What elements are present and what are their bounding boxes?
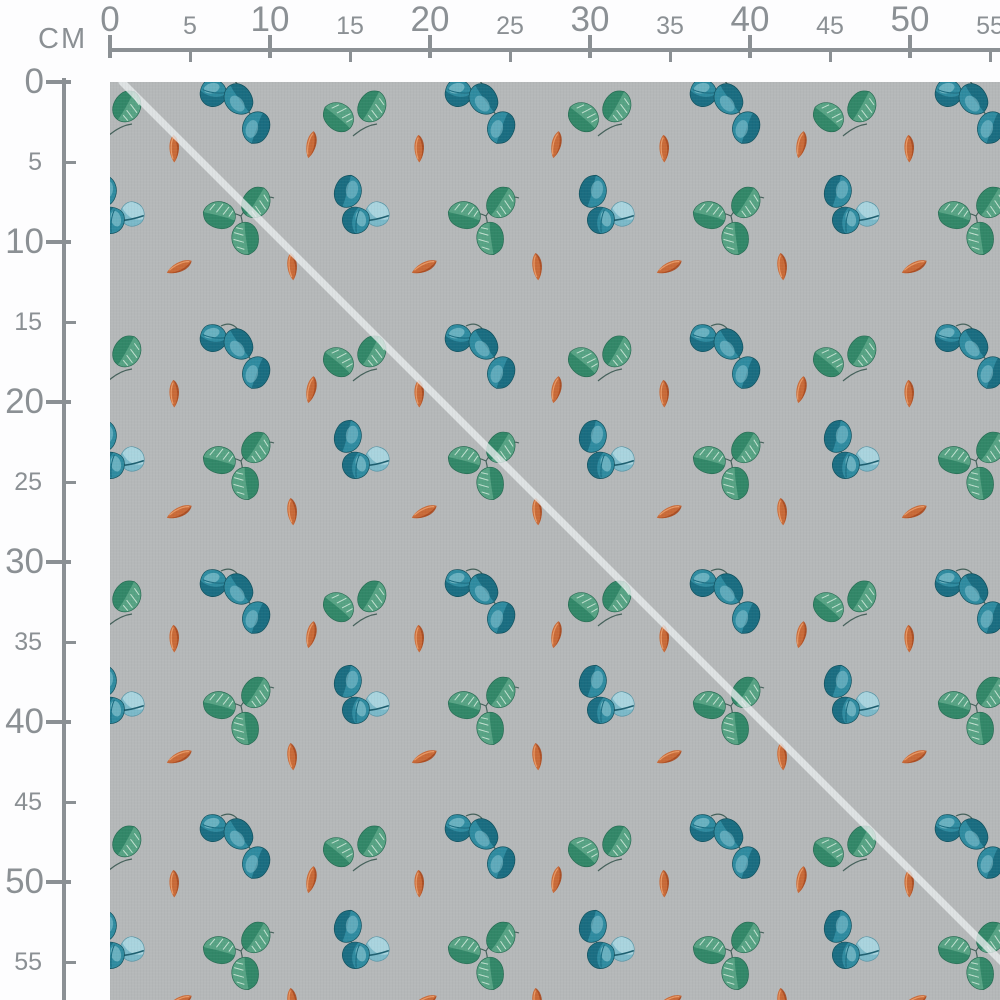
h-ruler-label: 45 — [816, 12, 844, 40]
h-ruler-label: 30 — [570, 0, 610, 39]
h-ruler-label: 5 — [183, 12, 197, 40]
h-ruler-tick-major — [428, 35, 432, 58]
v-ruler-tick-major — [46, 560, 71, 564]
fabric-swatch-surface — [110, 82, 1000, 1000]
v-ruler-label: 30 — [5, 542, 44, 581]
h-ruler-label: 40 — [730, 0, 770, 39]
v-ruler-label: 35 — [14, 628, 42, 656]
h-ruler-label: 25 — [496, 12, 524, 40]
h-ruler-label: 35 — [656, 12, 684, 40]
v-ruler-tick-major — [46, 880, 71, 884]
h-ruler-label: 20 — [410, 0, 450, 39]
v-ruler-label: 10 — [5, 222, 44, 261]
fabric-swatch — [110, 82, 1000, 1000]
vertical-ruler-line — [62, 78, 66, 1000]
v-ruler-label: 25 — [14, 468, 42, 496]
v-ruler-label: 5 — [28, 148, 42, 176]
h-ruler-tick-major — [748, 35, 752, 58]
ruler-unit-label: CM — [38, 23, 88, 55]
v-ruler-label: 55 — [14, 948, 42, 976]
h-ruler-label: 55 — [976, 12, 1000, 40]
h-ruler-label: 50 — [890, 0, 930, 39]
v-ruler-tick-major — [46, 720, 71, 724]
v-ruler-label: 15 — [14, 308, 42, 336]
h-ruler-tick-major — [108, 35, 112, 58]
v-ruler-label: 50 — [5, 862, 44, 901]
h-ruler-tick-major — [588, 35, 592, 58]
horizontal-ruler-line — [110, 48, 1000, 52]
v-ruler-label: 20 — [5, 382, 44, 421]
v-ruler-tick-major — [46, 240, 71, 244]
h-ruler-label: 10 — [250, 0, 290, 39]
h-ruler-tick-major — [908, 35, 912, 58]
v-ruler-tick-major — [46, 400, 71, 404]
fabric-fold-highlight — [118, 82, 1000, 965]
v-ruler-label: 0 — [24, 62, 44, 101]
v-ruler-label: 40 — [5, 702, 44, 741]
fabric-pattern-svg — [110, 82, 1000, 1000]
v-ruler-tick-major — [46, 80, 71, 84]
h-ruler-label: 15 — [336, 12, 364, 40]
h-ruler-tick-major — [268, 35, 272, 58]
v-ruler-label: 45 — [14, 788, 42, 816]
